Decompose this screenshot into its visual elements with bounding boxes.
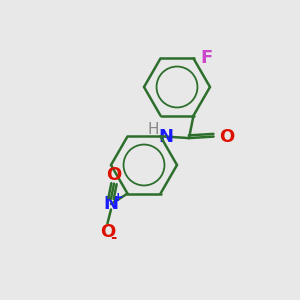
Text: N: N [103,195,118,213]
Text: +: + [112,191,123,204]
Text: -: - [110,230,117,244]
Text: O: O [219,128,235,146]
Text: N: N [158,128,173,146]
Text: O: O [106,166,122,184]
Text: O: O [100,223,115,241]
Text: F: F [200,50,212,68]
Text: H: H [147,122,159,137]
